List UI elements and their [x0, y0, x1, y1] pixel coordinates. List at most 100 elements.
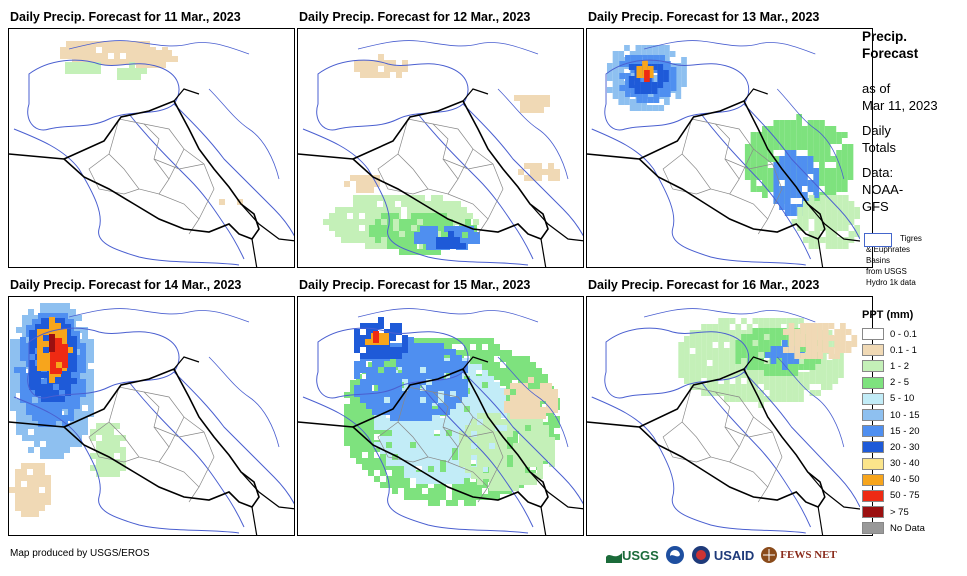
precip-cell [82, 417, 88, 423]
precip-cell [763, 396, 770, 402]
precip-cell [365, 201, 371, 207]
precip-cell [554, 434, 560, 440]
precip-cell [56, 409, 62, 415]
precip-cell [756, 168, 763, 174]
precip-cell [841, 174, 848, 180]
precip-cell [66, 53, 72, 59]
precip-cell [350, 452, 356, 458]
precip-cell [813, 174, 820, 180]
precip-cell [396, 323, 402, 329]
precip-cell [446, 344, 452, 350]
precip-cell [414, 391, 420, 397]
precip-cell [389, 207, 395, 213]
precip-cell [775, 328, 782, 334]
basin-line4: from USGS [866, 267, 907, 276]
precip-cell [380, 452, 386, 458]
precip-cell [832, 360, 839, 366]
precip-cell [413, 201, 419, 207]
precip-cell [776, 352, 782, 358]
precip-cell [404, 424, 410, 430]
precip-cell [820, 195, 826, 201]
precip-cell [90, 47, 96, 53]
precip-cell [512, 356, 518, 362]
precip-cell [790, 174, 797, 180]
precip-cell [44, 403, 50, 409]
precip-cell [88, 399, 94, 405]
precip-cell [689, 378, 696, 384]
precip-cell [752, 372, 759, 378]
precip-cell [371, 243, 377, 249]
precip-cell [465, 219, 471, 225]
precip-cell [465, 461, 471, 467]
precip-cell [814, 201, 821, 207]
precip-cell [341, 219, 347, 225]
precip-cell [758, 346, 764, 352]
precip-cell [68, 409, 74, 415]
precip-cell [796, 138, 802, 144]
precip-field [9, 303, 126, 517]
precip-cell [56, 338, 62, 344]
legend-swatch [862, 489, 884, 502]
precip-cell [452, 500, 458, 506]
precip-cell [154, 56, 160, 62]
precip-cell [634, 88, 641, 94]
precip-cell [410, 454, 416, 460]
precip-cell [386, 436, 392, 442]
precip-cell [114, 59, 120, 65]
precip-cell [420, 349, 426, 355]
precip-cell [402, 361, 408, 367]
precip-cell [432, 244, 438, 250]
map-frame [8, 28, 295, 268]
precip-cell [34, 423, 40, 429]
precip-cell [525, 449, 531, 455]
precip-cell [402, 397, 408, 403]
precip-cell [22, 315, 28, 321]
precip-cell [344, 410, 350, 416]
precip-cell [443, 207, 449, 213]
precip-cell [426, 361, 432, 367]
precip-cell [384, 367, 390, 373]
precip-cell [329, 213, 335, 219]
precip-cell [416, 338, 422, 344]
precip-cell [612, 81, 619, 87]
precip-cell [531, 425, 537, 431]
precip-cell [784, 198, 791, 204]
precip-cell [392, 362, 398, 368]
precip-cell [841, 150, 848, 156]
precip-cell [126, 53, 132, 59]
precip-cell [821, 372, 827, 378]
precip-cell [840, 347, 846, 353]
precip-cell [477, 467, 483, 473]
precip-cell [769, 328, 776, 334]
precip-cell [15, 481, 21, 487]
precip-cell [770, 352, 777, 358]
precip-cell [10, 381, 16, 387]
noaa-logo [665, 545, 685, 565]
precip-cell [796, 162, 802, 168]
precip-cell [366, 335, 372, 341]
precip-cell [395, 225, 401, 231]
precip-cell [762, 132, 768, 138]
legend-label: No Data [890, 522, 925, 534]
precip-cell [458, 488, 464, 494]
precip-cell [446, 500, 452, 506]
precip-cell [718, 372, 724, 378]
precip-cell [33, 481, 39, 487]
precip-cell [47, 396, 53, 402]
precip-cell [59, 396, 65, 402]
precip-cell [606, 75, 613, 81]
precip-cell [38, 421, 44, 427]
precip-cell [426, 373, 432, 379]
precip-cell [501, 473, 507, 479]
precip-cell [405, 243, 411, 249]
precip-cell [426, 349, 432, 355]
precip-cell [372, 323, 378, 329]
precip-cell [15, 505, 21, 511]
precip-cell [53, 396, 59, 402]
precip-cell [37, 365, 43, 371]
precip-cell [88, 369, 94, 375]
precip-cell [438, 349, 444, 355]
precip-cell [489, 467, 495, 473]
precip-cell [536, 163, 542, 169]
precip-cell [828, 347, 835, 353]
